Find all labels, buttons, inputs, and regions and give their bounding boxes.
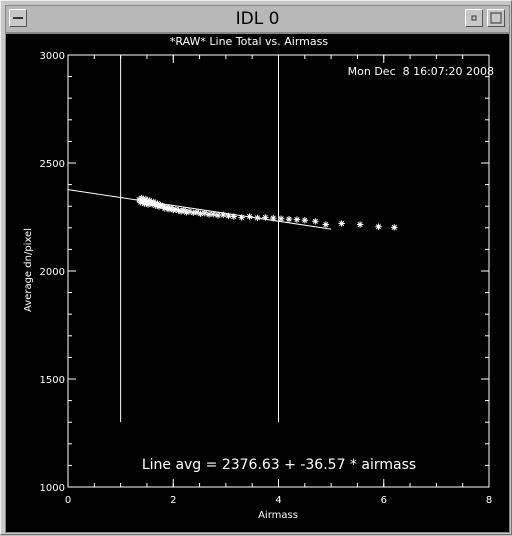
asterisk-stroke (158, 202, 164, 208)
title-bar[interactable]: IDL 0 (5, 5, 510, 33)
data-point (225, 212, 232, 220)
asterisk-stroke (202, 210, 208, 216)
y-tick-label: 2000 (40, 267, 65, 278)
chart-title: *RAW* Line Total vs. Airmass (170, 35, 328, 48)
data-point (220, 211, 227, 219)
data-point (391, 224, 398, 231)
data-point (238, 214, 245, 221)
asterisk-stroke (254, 215, 261, 221)
axes: 0 2 4 6 8 1000 1500 2000 2500 3000 (40, 51, 493, 506)
asterisk-stroke (323, 221, 329, 228)
data-point (254, 214, 261, 222)
data-point (285, 215, 293, 223)
asterisk-stroke (143, 196, 149, 202)
chart-svg: *RAW* Line Total vs. Airmass Mon Dec 8 1… (23, 35, 494, 521)
asterisk-stroke (198, 211, 204, 217)
fit-line (67, 189, 332, 230)
asterisk-stroke (357, 221, 363, 228)
asterisk-stroke (151, 199, 157, 205)
data-point (197, 210, 204, 217)
asterisk-stroke (173, 206, 179, 213)
asterisk-stroke (181, 207, 187, 213)
window-menu-button[interactable] (9, 9, 27, 27)
data-point (230, 213, 237, 220)
asterisk-stroke (154, 201, 161, 207)
data-point (262, 214, 269, 221)
asterisk-stroke (294, 216, 300, 223)
minus-icon (13, 17, 23, 19)
asterisk-stroke (278, 216, 284, 222)
asterisk-stroke (190, 210, 196, 216)
data-point (338, 220, 345, 227)
data-marks (67, 55, 398, 423)
asterisk-stroke (246, 213, 253, 220)
data-point (293, 216, 301, 223)
data-point (356, 221, 364, 228)
x-axis-label: Airmass (258, 510, 298, 521)
asterisk-stroke (262, 214, 268, 221)
maximize-icon (490, 12, 502, 24)
data-point (210, 210, 217, 218)
y-tick-label: 2500 (40, 159, 65, 170)
x-tick-label: 6 (381, 495, 387, 506)
data-point (183, 209, 190, 216)
x-tick-label: 0 (65, 495, 71, 506)
asterisk-stroke (215, 212, 221, 218)
y-tick-label: 1500 (40, 375, 65, 386)
x-tick-label: 4 (275, 495, 281, 506)
asterisk-stroke (239, 214, 245, 221)
asterisk-stroke (194, 209, 200, 215)
y-axis-label: Average dn/pixel (23, 228, 34, 312)
y-tick-label: 1000 (40, 483, 65, 494)
asterisk-stroke (220, 212, 226, 218)
data-point (322, 221, 330, 228)
asterisk-stroke (175, 207, 182, 214)
asterisk-stroke (231, 213, 237, 220)
asterisk-stroke (186, 208, 192, 214)
asterisk-stroke (391, 224, 397, 230)
asterisk-stroke (206, 211, 212, 218)
asterisk-stroke (225, 213, 232, 219)
asterisk-stroke (312, 218, 318, 224)
asterisk-stroke (286, 216, 292, 222)
x-tick-label: 2 (170, 495, 176, 506)
asterisk-stroke (339, 220, 345, 227)
minimize-button[interactable] (465, 9, 483, 27)
fit-equation: Line avg = 2376.63 + -36.57 * airmass (142, 457, 416, 473)
timestamp: Mon Dec 8 16:07:20 2008 (348, 65, 494, 78)
window-title: IDL 0 (235, 9, 280, 29)
data-point (270, 214, 277, 222)
asterisk-stroke (270, 215, 276, 221)
asterisk-stroke (210, 211, 216, 217)
maximize-button[interactable] (487, 9, 505, 27)
minimize-icon (471, 15, 477, 21)
data-point (277, 215, 285, 222)
plot-area: *RAW* Line Total vs. Airmass Mon Dec 8 1… (5, 33, 510, 533)
data-point (246, 213, 253, 220)
asterisk-stroke (302, 217, 308, 223)
asterisk-stroke (139, 195, 145, 201)
data-point (301, 217, 309, 224)
data-point (375, 223, 382, 230)
y-tick-label: 3000 (40, 51, 65, 62)
asterisk-stroke (146, 197, 153, 204)
x-tick-label: 8 (486, 495, 492, 506)
asterisk-stroke (375, 224, 382, 230)
data-point (312, 218, 319, 225)
